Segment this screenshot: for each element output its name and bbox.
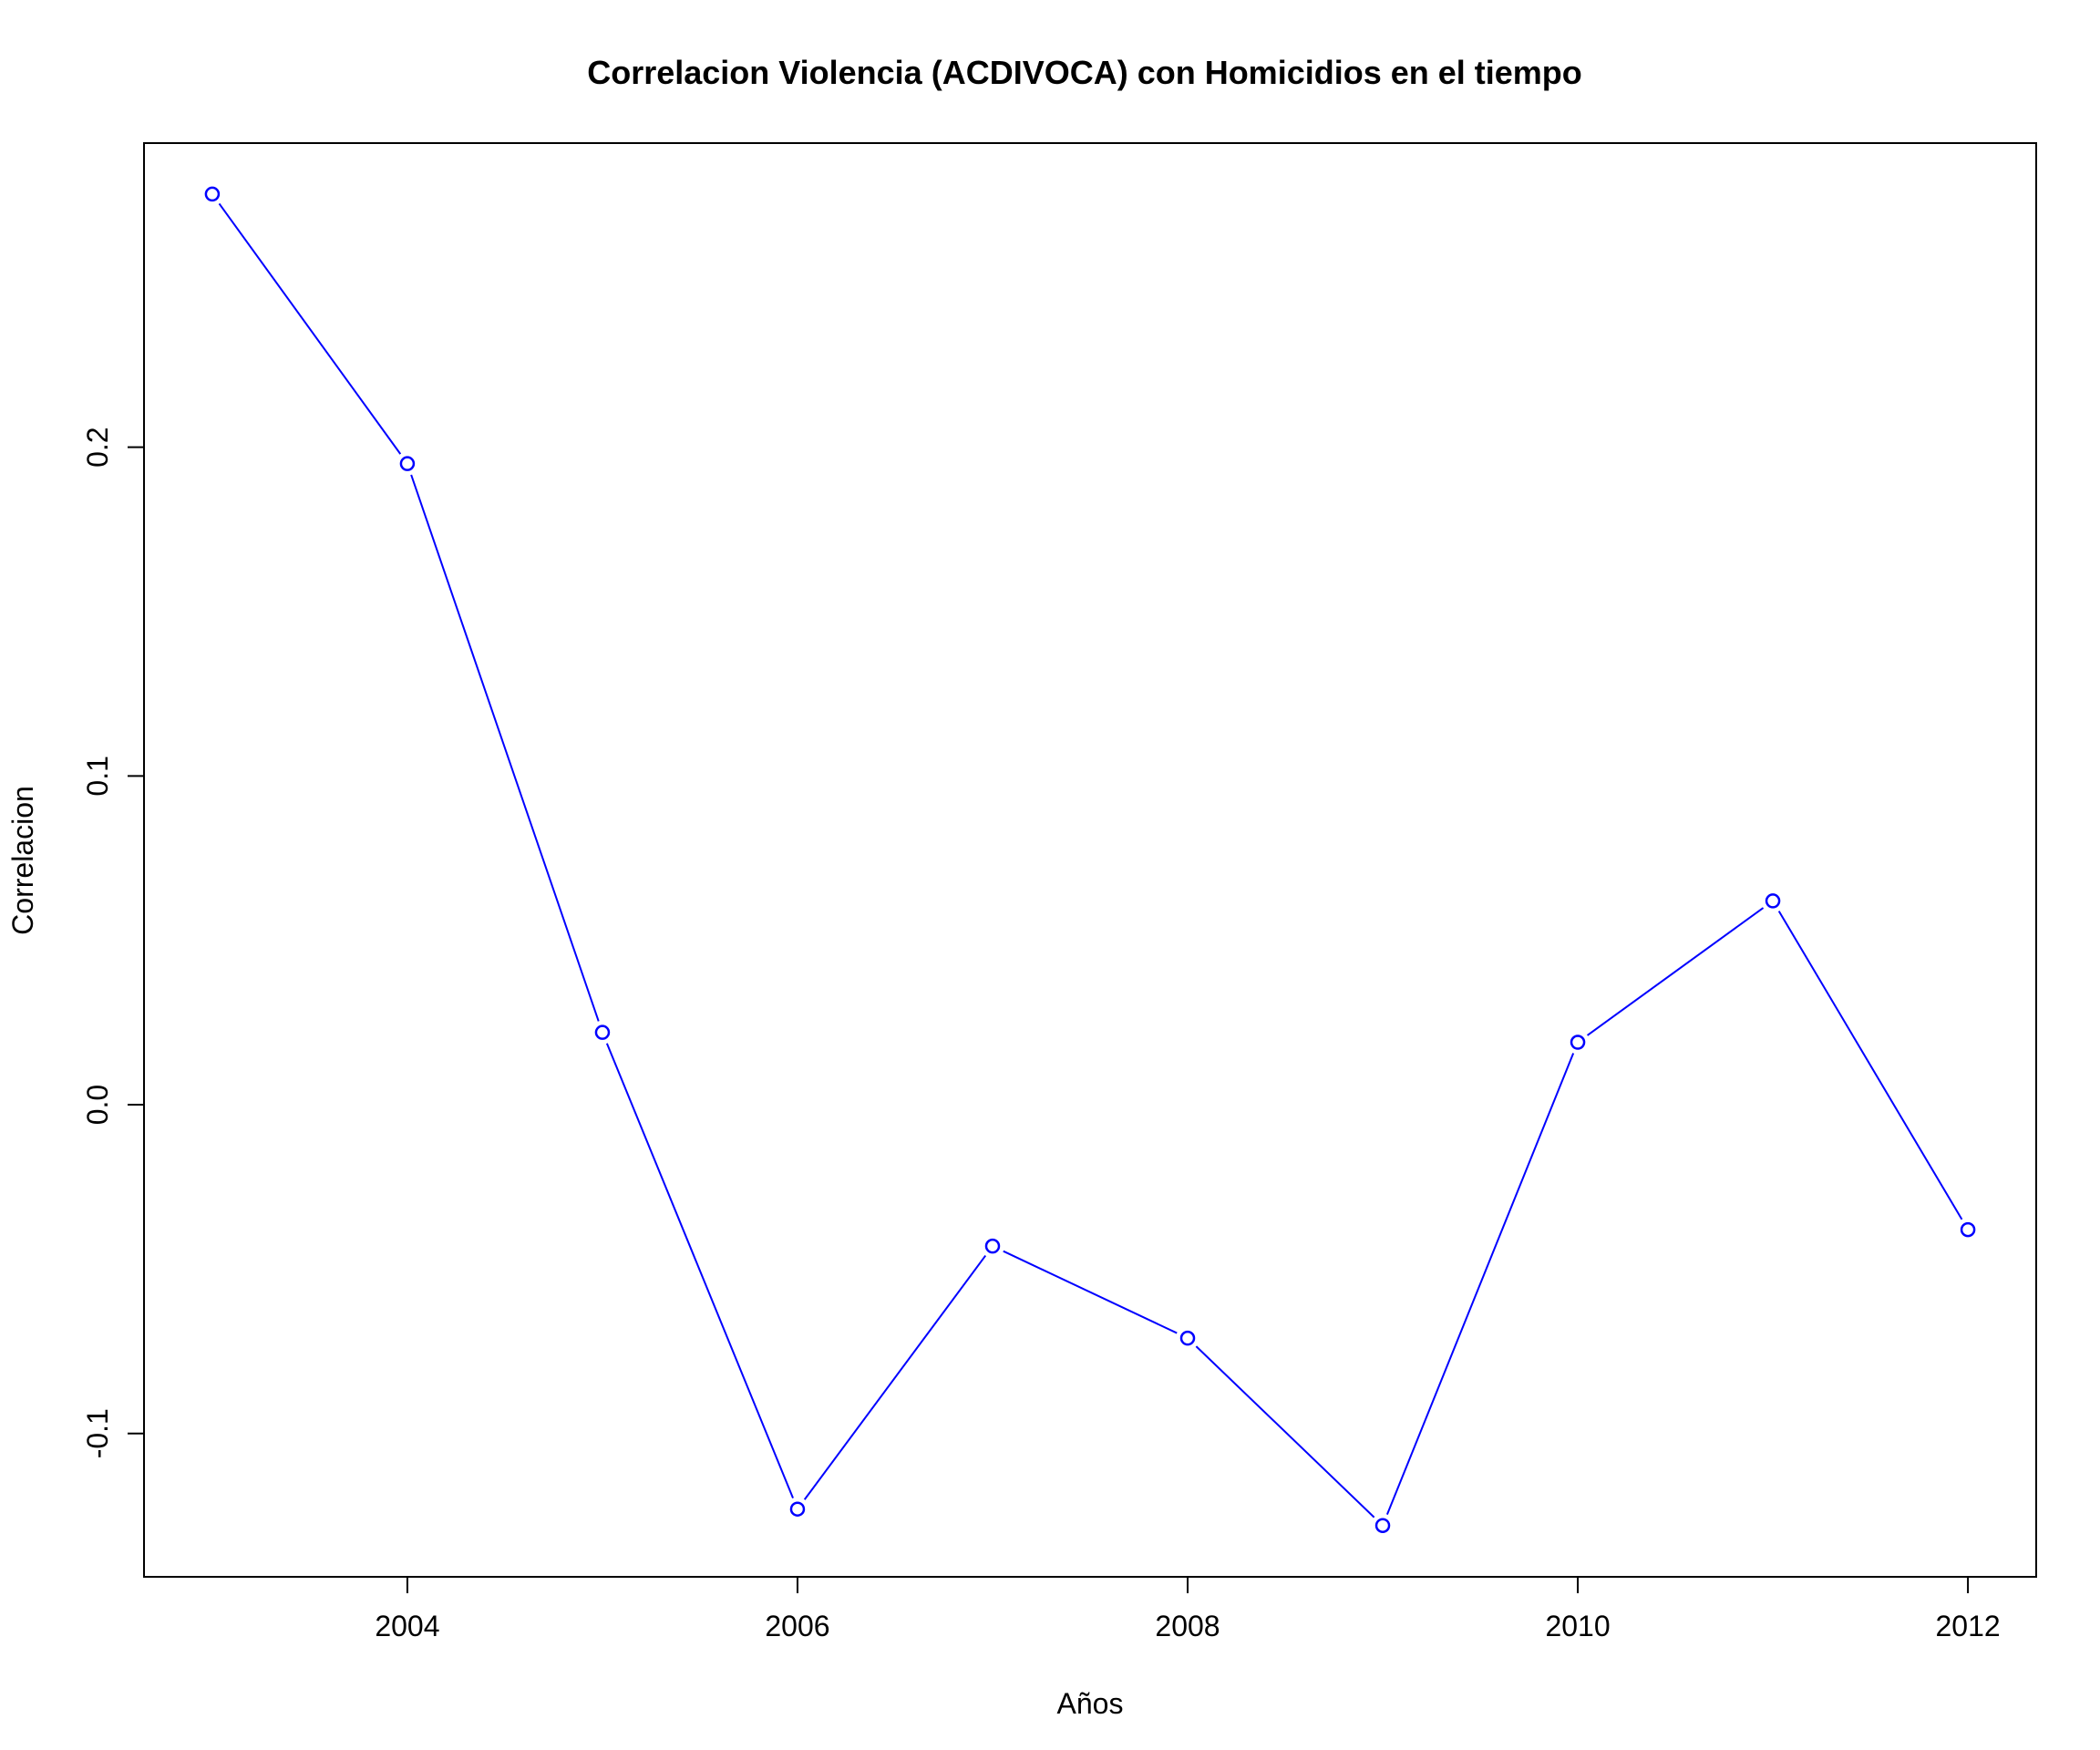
y-tick-label: 0.1 bbox=[81, 756, 114, 796]
series-layer bbox=[204, 186, 1976, 1533]
data-point bbox=[984, 1238, 1001, 1254]
series-line-segment bbox=[1003, 1250, 1178, 1334]
series-line-segment bbox=[1195, 1345, 1375, 1518]
y-axis: -0.1 0.0 0.1 0.2 bbox=[81, 427, 145, 1458]
y-axis-label: Correlacion bbox=[6, 786, 39, 935]
x-tick-label: 2012 bbox=[1935, 1610, 2000, 1642]
series-line-segment bbox=[605, 1043, 794, 1499]
x-tick-label: 2010 bbox=[1545, 1610, 1610, 1642]
series-line-segment bbox=[1385, 1053, 1575, 1516]
y-tick-label: 0.2 bbox=[81, 427, 114, 467]
series-line-segment bbox=[1586, 907, 1765, 1036]
x-tick-label: 2008 bbox=[1155, 1610, 1220, 1642]
chart-title: Correlacion Violencia (ACDIVOCA) con Hom… bbox=[587, 54, 1582, 91]
series-line-segment bbox=[803, 1254, 987, 1500]
data-point bbox=[594, 1024, 611, 1040]
data-point bbox=[1179, 1330, 1196, 1346]
data-point bbox=[1374, 1518, 1391, 1533]
plot-frame bbox=[143, 142, 2037, 1578]
data-point bbox=[204, 186, 221, 202]
x-tick-label: 2004 bbox=[375, 1610, 439, 1642]
series-line-segment bbox=[1777, 911, 1963, 1220]
x-axis: 2004 2006 2008 2010 2012 bbox=[375, 1576, 2001, 1642]
data-point bbox=[399, 456, 416, 471]
data-point bbox=[1765, 893, 1781, 909]
data-point bbox=[1570, 1035, 1586, 1050]
x-axis-label: Años bbox=[1057, 1687, 1124, 1720]
y-tick-label: -0.1 bbox=[81, 1408, 114, 1458]
data-point bbox=[1960, 1221, 1976, 1238]
series-line-segment bbox=[218, 202, 402, 455]
y-tick-label: 0.0 bbox=[81, 1085, 114, 1125]
x-tick-label: 2006 bbox=[765, 1610, 829, 1642]
data-point bbox=[789, 1501, 806, 1517]
series-line-segment bbox=[410, 474, 600, 1022]
